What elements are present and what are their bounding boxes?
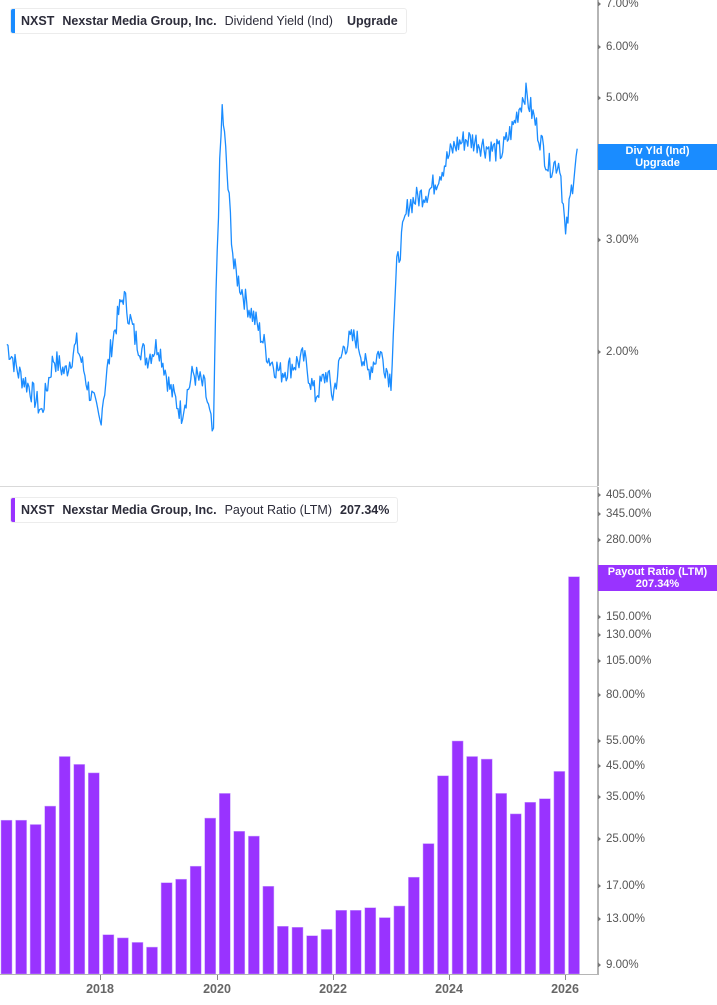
x-tick: [449, 975, 450, 980]
payout-ratio-bar[interactable]: [15, 819, 27, 975]
payout-ratio-bar[interactable]: [553, 771, 566, 975]
payout-ratio-bar[interactable]: [466, 756, 478, 975]
y-tick-label: 25.00%: [598, 833, 645, 845]
y-tick-label: 6.00%: [598, 41, 639, 53]
legend-company: Nexstar Media Group, Inc.: [62, 14, 217, 28]
badge-value: 207.34%: [635, 578, 680, 590]
dividend-yield-line: [6, 82, 578, 432]
payout-ratio-bar[interactable]: [233, 831, 246, 975]
y-tick-label: 3.00%: [598, 234, 639, 246]
y-tick-label: 150.00%: [598, 611, 651, 623]
legend-ticker: NXST: [21, 14, 55, 28]
legend-value[interactable]: Upgrade: [346, 14, 398, 28]
badge-metric: Div Yld (Ind): [625, 145, 690, 157]
top-legend[interactable]: NXST Nexstar Media Group, Inc. Dividend …: [10, 8, 407, 34]
payout-ratio-bar[interactable]: [44, 805, 56, 975]
payout-ratio-bar[interactable]: [73, 764, 86, 975]
legend-company: Nexstar Media Group, Inc.: [62, 503, 217, 517]
x-tick: [100, 975, 101, 980]
payout-ratio-bar[interactable]: [539, 798, 551, 975]
bottom-legend[interactable]: NXST Nexstar Media Group, Inc. Payout Ra…: [10, 497, 399, 523]
payout-ratio-bar[interactable]: [349, 910, 362, 975]
y-tick-label: 55.00%: [598, 735, 645, 747]
payout-ratio-bar[interactable]: [102, 934, 115, 975]
payout-ratio-pane: [0, 487, 598, 975]
pane-divider[interactable]: [0, 486, 598, 487]
payout-ratio-bar[interactable]: [291, 927, 304, 975]
dividend-yield-pane: [0, 0, 598, 486]
payout-ratio-bar[interactable]: [335, 910, 347, 975]
x-tick-label: 2022: [319, 982, 347, 996]
y-tick-label: 5.00%: [598, 92, 639, 104]
x-tick: [217, 975, 218, 980]
payout-ratio-bar[interactable]: [568, 576, 580, 975]
y-tick-label: 405.00%: [598, 489, 651, 501]
payout-ratio-bar-chart: [0, 576, 580, 975]
payout-ratio-bar[interactable]: [160, 882, 173, 975]
payout-ratio-bar[interactable]: [277, 926, 289, 975]
current-value-badge[interactable]: Div Yld (Ind) Upgrade: [598, 144, 717, 170]
payout-ratio-bar[interactable]: [88, 772, 100, 975]
payout-ratio-bar[interactable]: [58, 756, 71, 975]
current-value-badge[interactable]: Payout Ratio (LTM) 207.34%: [598, 565, 717, 591]
payout-ratio-bar[interactable]: [379, 917, 391, 975]
legend-value: 207.34%: [340, 503, 390, 517]
payout-ratio-bar[interactable]: [175, 878, 187, 975]
payout-ratio-bar[interactable]: [219, 793, 231, 975]
legend-metric: Payout Ratio (LTM): [224, 503, 333, 517]
payout-ratio-bar[interactable]: [131, 942, 144, 975]
y-tick-label: 9.00%: [598, 959, 639, 971]
y-tick-label: 80.00%: [598, 689, 645, 701]
payout-ratio-bar[interactable]: [320, 929, 333, 975]
payout-ratio-bar[interactable]: [393, 905, 406, 975]
payout-ratio-bar[interactable]: [29, 824, 42, 975]
badge-value: Upgrade: [635, 157, 680, 169]
y-tick-label: 280.00%: [598, 534, 651, 546]
payout-ratio-bar[interactable]: [117, 937, 129, 975]
payout-ratio-bar[interactable]: [495, 793, 507, 975]
y-tick-label: 345.00%: [598, 508, 651, 520]
x-tick-label: 2018: [86, 982, 114, 996]
payout-ratio-bar[interactable]: [306, 935, 318, 975]
y-tick-label: 45.00%: [598, 760, 645, 772]
payout-ratio-bar[interactable]: [0, 819, 13, 975]
payout-ratio-bar[interactable]: [422, 843, 435, 975]
payout-ratio-bar[interactable]: [524, 802, 537, 975]
x-tick-label: 2024: [435, 982, 463, 996]
y-tick-label: 7.00%: [598, 0, 639, 10]
payout-ratio-bar[interactable]: [189, 865, 202, 975]
y-tick-label: 105.00%: [598, 655, 651, 667]
x-tick: [565, 975, 566, 980]
x-tick-label: 2026: [551, 982, 579, 996]
payout-ratio-bar[interactable]: [510, 813, 522, 975]
legend-metric: Dividend Yield (Ind): [224, 14, 333, 28]
x-tick: [333, 975, 334, 980]
bottom-y-axis-line: [597, 487, 599, 975]
payout-ratio-bar[interactable]: [146, 946, 158, 975]
y-tick-label: 17.00%: [598, 880, 645, 892]
legend-ticker: NXST: [21, 503, 55, 517]
payout-ratio-bar[interactable]: [204, 817, 216, 975]
y-tick-label: 2.00%: [598, 346, 639, 358]
payout-ratio-bar[interactable]: [437, 775, 449, 975]
legend-color-swatch: [11, 498, 15, 522]
x-tick-label: 2020: [203, 982, 231, 996]
payout-ratio-bar[interactable]: [248, 835, 260, 975]
legend-color-swatch: [11, 9, 15, 33]
x-axis-line: [0, 974, 599, 975]
dividend-yield-line-chart: [6, 82, 578, 432]
y-tick-label: 130.00%: [598, 629, 651, 641]
payout-ratio-bar[interactable]: [364, 907, 377, 975]
y-tick-label: 13.00%: [598, 913, 645, 925]
badge-metric: Payout Ratio (LTM): [607, 566, 708, 578]
payout-ratio-bar[interactable]: [480, 758, 493, 975]
y-tick-label: 35.00%: [598, 791, 645, 803]
payout-ratio-bar[interactable]: [451, 740, 464, 975]
payout-ratio-bar[interactable]: [262, 886, 275, 975]
payout-ratio-bar[interactable]: [408, 876, 420, 975]
